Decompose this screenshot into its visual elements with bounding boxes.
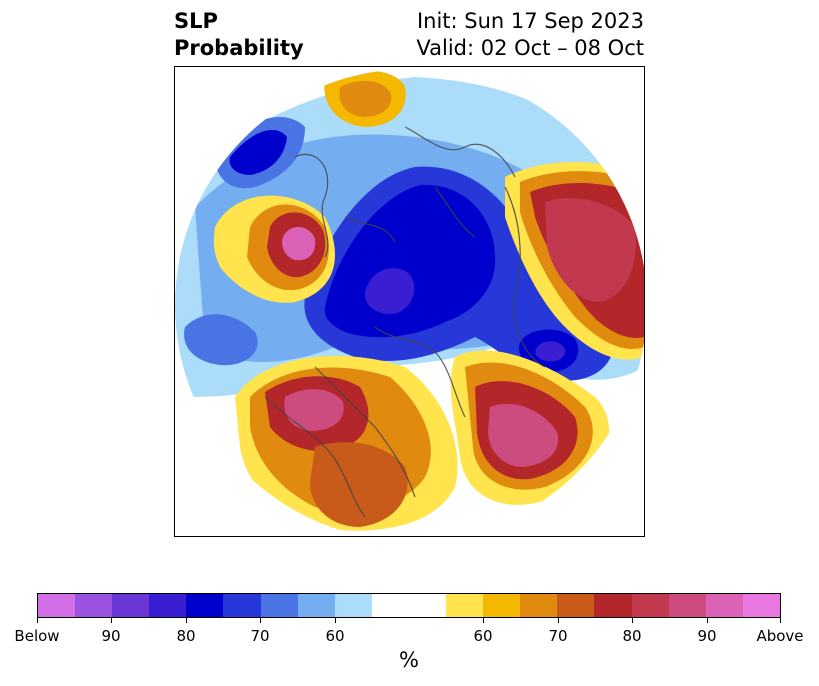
atlantic-low-inner bbox=[535, 341, 566, 362]
colorbar-swatch bbox=[260, 594, 298, 617]
colorbar-tickmark bbox=[335, 618, 336, 623]
colorbar-tick-label: 60 bbox=[325, 627, 345, 645]
colorbar-swatch bbox=[112, 594, 150, 617]
colorbar-swatch bbox=[297, 594, 335, 617]
colorbar-swatch bbox=[668, 594, 706, 617]
title-line-2: Probability bbox=[174, 36, 304, 60]
above-na-orange-south bbox=[310, 442, 408, 527]
colorbar-swatch bbox=[186, 594, 224, 617]
colorbar-tickmark bbox=[111, 618, 112, 623]
colorbar-tick-label: 60 bbox=[473, 627, 493, 645]
above-scand-orange bbox=[339, 80, 392, 117]
colorbar-swatch bbox=[483, 594, 521, 617]
colorbar-tick-label: 70 bbox=[250, 627, 270, 645]
colorbar-swatch bbox=[520, 594, 558, 617]
arctic-low-inner bbox=[364, 268, 415, 314]
colorbar-swatch bbox=[446, 594, 484, 617]
colorbar-tick-label: 80 bbox=[622, 627, 642, 645]
init-date: Init: Sun 17 Sep 2023 bbox=[416, 9, 644, 33]
colorbar-swatch bbox=[742, 594, 780, 617]
above-na-pink bbox=[284, 389, 344, 431]
valid-period: Valid: 02 Oct – 08 Oct bbox=[416, 36, 644, 60]
colorbar-tickmark bbox=[186, 618, 187, 623]
colorbar-tick-label: Above bbox=[756, 627, 804, 645]
colorbar-tickmark bbox=[707, 618, 708, 623]
colorbar-swatch bbox=[38, 594, 76, 617]
colorbar-tick-label: 90 bbox=[101, 627, 121, 645]
above-atl-pink bbox=[488, 403, 559, 467]
map-canvas bbox=[175, 69, 644, 536]
map-disc bbox=[175, 69, 644, 536]
colorbar-tickmark bbox=[483, 618, 484, 623]
colorbar-swatch bbox=[371, 594, 409, 617]
colorbar-unit-label: % bbox=[399, 648, 419, 672]
colorbar-swatch bbox=[149, 594, 187, 617]
pacific-blue-patch bbox=[184, 314, 258, 366]
colorbar-swatch bbox=[557, 594, 595, 617]
colorbar-swatch bbox=[223, 594, 261, 617]
colorbar-tickmark bbox=[780, 618, 781, 623]
nw-blue-core bbox=[229, 129, 287, 175]
colorbar-swatch bbox=[408, 594, 447, 617]
date-info: Init: Sun 17 Sep 2023 Valid: 02 Oct – 08… bbox=[416, 8, 644, 62]
colorbar-tickmark bbox=[632, 618, 633, 623]
colorbar-swatch bbox=[594, 594, 632, 617]
above-wna-pink bbox=[282, 227, 316, 261]
above-eu-pink bbox=[545, 198, 636, 302]
colorbar-tick-label: 90 bbox=[697, 627, 717, 645]
colorbar-tick-label: Below bbox=[14, 627, 60, 645]
map-title: SLP Probability bbox=[174, 8, 304, 62]
colorbar-swatch bbox=[75, 594, 113, 617]
colorbar-tickmark bbox=[37, 618, 38, 623]
colorbar-tick-label: 80 bbox=[176, 627, 196, 645]
colorbar-swatch bbox=[705, 594, 743, 617]
colorbar-tickmark bbox=[260, 618, 261, 623]
colorbar-swatch bbox=[631, 594, 669, 617]
colorbar-swatch bbox=[334, 594, 372, 617]
probability-map bbox=[174, 66, 645, 537]
colorbar-tickmark bbox=[558, 618, 559, 623]
coastlines bbox=[264, 126, 546, 518]
colorbar bbox=[37, 593, 781, 618]
colorbar-tick-label: 70 bbox=[548, 627, 568, 645]
title-line-1: SLP bbox=[174, 9, 218, 33]
